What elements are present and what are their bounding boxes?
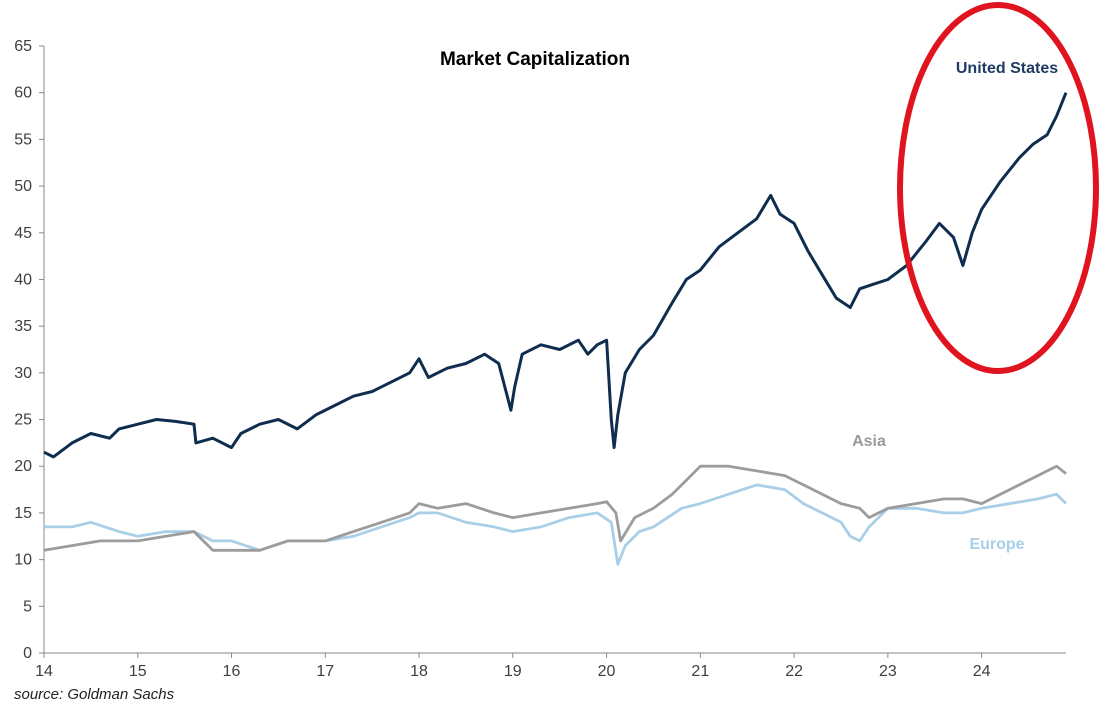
series-label-europe: Europe — [969, 536, 1024, 553]
series-labels: United States Asia Europe — [852, 60, 1058, 553]
x-axis: 14 15 16 17 18 19 20 21 22 23 24 — [35, 652, 1066, 680]
y-tick-label: 0 — [23, 645, 32, 662]
y-tick-label: 5 — [23, 598, 32, 615]
y-axis: 0 5 10 15 20 25 30 35 40 45 50 55 60 65 — [14, 38, 45, 662]
series-line-europe — [44, 483, 1067, 566]
source-note: source: Goldman Sachs — [14, 686, 175, 703]
series-line-asia — [43, 464, 1067, 552]
x-tick-label: 23 — [879, 663, 897, 680]
x-tick-label: 19 — [504, 663, 522, 680]
x-tick-label: 18 — [410, 663, 428, 680]
y-tick-label: 65 — [14, 38, 32, 55]
y-tick-label: 60 — [14, 85, 32, 102]
chart-title: Market Capitalization — [440, 49, 630, 70]
y-tick-label: 35 — [14, 318, 32, 335]
y-tick-label: 40 — [14, 271, 32, 288]
y-tick-label: 15 — [14, 505, 32, 522]
series-lines — [43, 92, 1068, 566]
y-tick-label: 30 — [14, 365, 32, 382]
x-tick-label: 16 — [223, 663, 241, 680]
x-tick-label: 20 — [598, 663, 616, 680]
y-tick-label: 10 — [14, 552, 32, 569]
x-tick-label: 24 — [973, 663, 991, 680]
x-tick-label: 22 — [785, 663, 803, 680]
y-tick-label: 55 — [14, 131, 32, 148]
x-tick-label: 14 — [35, 663, 53, 680]
x-tick-label: 21 — [691, 663, 709, 680]
y-tick-label: 45 — [14, 225, 32, 242]
x-tick-label: 15 — [129, 663, 147, 680]
y-tick-label: 25 — [14, 412, 32, 429]
y-tick-label: 20 — [14, 458, 32, 475]
y-tick-label: 50 — [14, 178, 32, 195]
series-label-united-states: United States — [956, 60, 1058, 77]
series-label-asia: Asia — [852, 433, 886, 450]
highlight-ellipse — [897, 2, 1099, 374]
x-tick-label: 17 — [316, 663, 334, 680]
